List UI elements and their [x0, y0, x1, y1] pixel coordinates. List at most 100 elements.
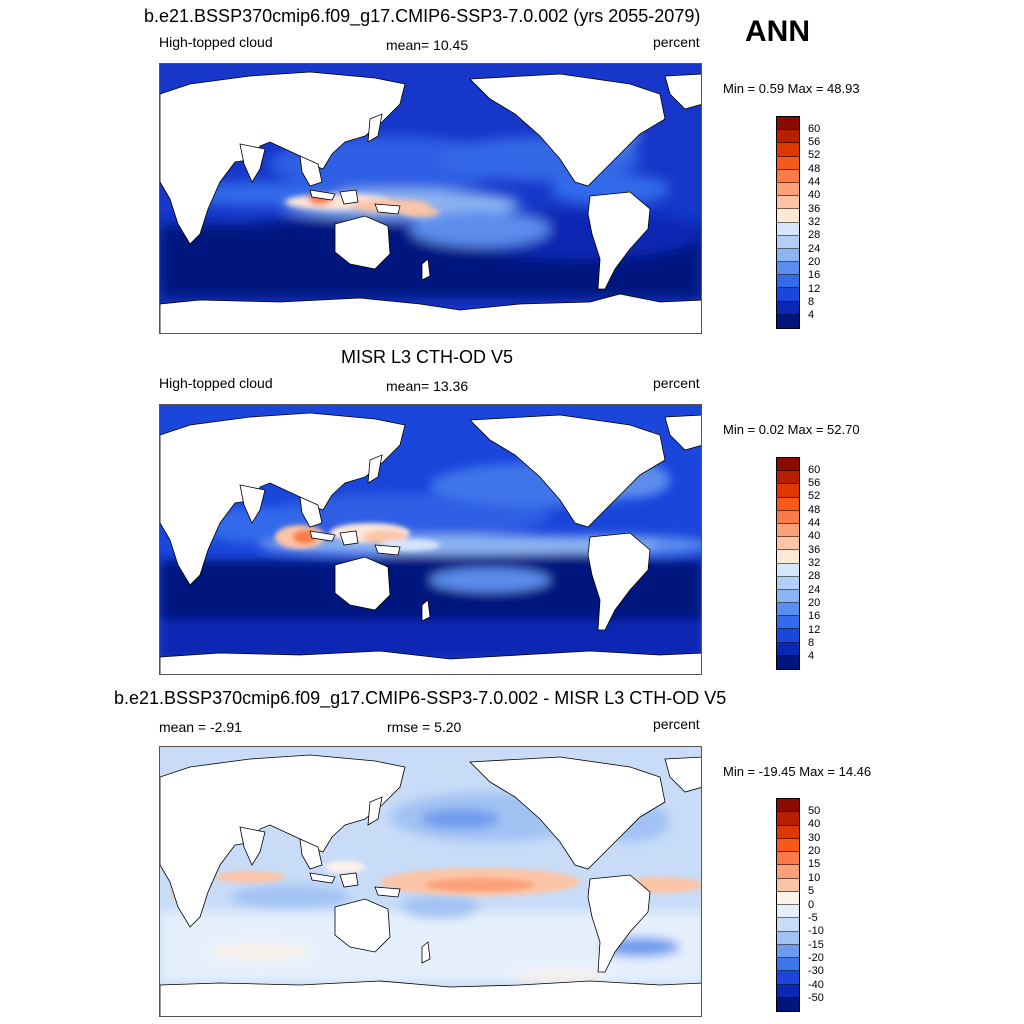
colorbar-tick-label: 20 — [808, 596, 821, 609]
colorbar-tick-label: 60 — [808, 463, 821, 476]
colorbar-swatch — [777, 616, 799, 630]
colorbar-tick-label: 28 — [808, 570, 821, 583]
colorbar-tick-label: 4 — [808, 309, 815, 322]
colorbar-tick-label: 40 — [808, 818, 821, 831]
colorbar-swatch — [777, 971, 799, 985]
colorbar-swatch — [777, 537, 799, 551]
colorbar-swatch — [777, 497, 799, 511]
colorbar-swatch — [777, 209, 799, 223]
colorbar-swatch — [777, 143, 799, 157]
colorbar-tick-label: 5 — [808, 885, 815, 898]
colorbar-tick-label: 48 — [808, 503, 821, 516]
colorbar-swatch — [777, 603, 799, 617]
colorbar-tick-label: 56 — [808, 477, 821, 490]
panel-2-mean-label: mean= 13.36 — [386, 378, 469, 394]
colorbar-tick-label: 44 — [808, 176, 821, 189]
panel-2-colorbar — [776, 457, 800, 670]
colorbar-swatch — [777, 997, 799, 1011]
panel-2-units-label: percent — [653, 375, 700, 391]
colorbar-swatch — [777, 130, 799, 144]
colorbar-tick-label: -20 — [808, 952, 824, 964]
panel-3-minmax: Min = -19.45 Max = 14.46 — [723, 764, 872, 779]
colorbar-swatch — [777, 458, 799, 472]
colorbar-tick-label: -10 — [808, 925, 824, 938]
colorbar-swatch — [777, 484, 799, 498]
colorbar-tick-label: 8 — [808, 636, 815, 649]
colorbar-tick-label: 20 — [808, 845, 821, 857]
colorbar-tick-label: 28 — [808, 229, 821, 242]
colorbar-tick-label: -50 — [808, 992, 824, 1005]
panel-3-colorbar — [776, 798, 800, 1012]
colorbar-swatch — [777, 825, 799, 839]
panel-2-variable-label: High-topped cloud — [159, 375, 273, 391]
colorbar-tick-label: 48 — [808, 162, 821, 175]
colorbar-swatch — [777, 301, 799, 315]
panel-1-minmax: Min = 0.59 Max = 48.93 — [723, 81, 860, 96]
colorbar-swatch — [777, 852, 799, 866]
colorbar-swatch — [777, 248, 799, 263]
colorbar-swatch — [777, 891, 799, 905]
colorbar-tick-label: -5 — [808, 911, 818, 924]
colorbar-tick-label: -30 — [808, 965, 824, 978]
panel-1-colorbar — [776, 116, 800, 329]
colorbar-tick-label: 32 — [808, 557, 821, 569]
colorbar-swatch — [777, 589, 799, 604]
colorbar-tick-label: -40 — [808, 978, 824, 991]
colorbar-swatch — [777, 288, 799, 302]
colorbar-swatch — [777, 958, 799, 972]
colorbar-swatch — [777, 563, 799, 577]
colorbar-swatch — [777, 878, 799, 892]
panel-2-minmax: Min = 0.02 Max = 52.70 — [723, 422, 860, 437]
colorbar-tick-label: 30 — [808, 831, 821, 844]
colorbar-swatch — [777, 314, 799, 328]
colorbar-swatch — [777, 629, 799, 643]
panel-2-map — [159, 404, 702, 675]
colorbar-tick-label: 16 — [808, 269, 821, 282]
panel-2-colorbar-labels: 60 56 52 48 44 40 36 32 28 24 20 16 12 8 4 — [808, 457, 848, 670]
panel-3-title: b.e21.BSSP370cmip6.f09_g17.CMIP6-SSP3-7.… — [114, 688, 727, 708]
colorbar-swatch — [777, 655, 799, 669]
colorbar-swatch — [777, 510, 799, 524]
colorbar-swatch — [777, 944, 799, 958]
panel-3-map — [159, 746, 702, 1017]
panel-2-title: MISR L3 CTH-OD V5 — [341, 347, 514, 367]
panel-1-title: b.e21.BSSP370cmip6.f09_g17.CMIP6-SSP3-7.… — [144, 6, 701, 26]
panel-1-colorbar-labels: 60 56 52 48 44 40 36 32 28 24 20 16 12 8 4 — [808, 116, 848, 329]
colorbar-swatch — [777, 196, 799, 210]
colorbar-tick-label: -15 — [808, 938, 824, 951]
colorbar-tick-label: 36 — [808, 543, 821, 556]
colorbar-swatch — [777, 471, 799, 485]
panel-3-mean-label: mean = -2.91 — [159, 719, 242, 735]
colorbar-swatch — [777, 222, 799, 236]
colorbar-tick-label: 8 — [808, 295, 815, 308]
colorbar-tick-label: 12 — [808, 623, 821, 636]
season-label: ANN — [745, 15, 810, 48]
colorbar-swatch — [777, 642, 799, 656]
colorbar-tick-label: 44 — [808, 517, 821, 530]
colorbar-tick-label: 0 — [808, 898, 815, 911]
panel-3-units-label: percent — [653, 716, 700, 732]
colorbar-tick-label: 10 — [808, 871, 821, 884]
colorbar-swatch — [777, 262, 799, 276]
colorbar-tick-label: 32 — [808, 216, 821, 228]
colorbar-swatch — [777, 931, 799, 945]
colorbar-tick-label: 16 — [808, 610, 821, 623]
colorbar-swatch — [777, 984, 799, 998]
colorbar-tick-label: 56 — [808, 136, 821, 149]
colorbar-tick-label: 24 — [808, 583, 821, 596]
colorbar-swatch — [777, 117, 799, 131]
colorbar-swatch — [777, 550, 799, 564]
panel-1-map — [159, 63, 702, 334]
colorbar-tick-label: 40 — [808, 189, 821, 202]
colorbar-tick-label: 20 — [808, 255, 821, 268]
colorbar-swatch — [777, 905, 799, 919]
colorbar-swatch — [777, 275, 799, 289]
panel-3-rmse-label: rmse = 5.20 — [387, 719, 462, 735]
colorbar-tick-label: 40 — [808, 530, 821, 543]
colorbar-swatch — [777, 918, 799, 932]
colorbar-tick-label: 15 — [808, 858, 821, 871]
colorbar-tick-label: 50 — [808, 804, 821, 817]
colorbar-swatch — [777, 169, 799, 183]
colorbar-swatch — [777, 838, 799, 852]
panel-3-colorbar-labels: 50 40 30 20 15 10 5 0 -5 -10 -15 -20 -30 -40 -50 — [808, 798, 848, 1012]
